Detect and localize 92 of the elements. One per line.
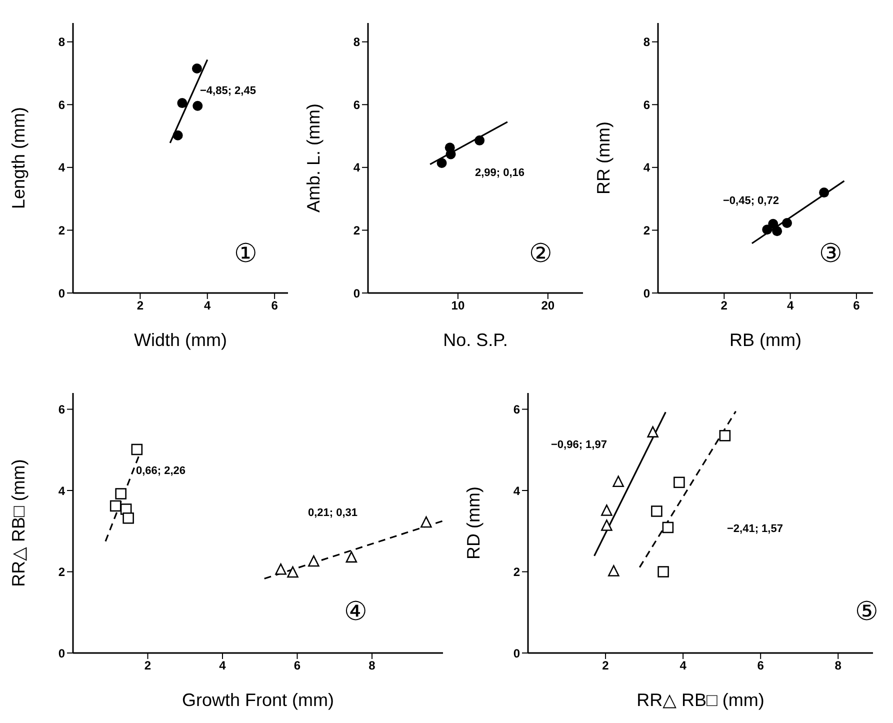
- y-tick-label: 0: [513, 646, 520, 660]
- point: [768, 218, 778, 229]
- annotation: −0,45; 0,72: [723, 195, 779, 207]
- x-axis-title: No. S.P.: [443, 330, 508, 350]
- point: [131, 444, 143, 456]
- point: [719, 430, 731, 442]
- point: [446, 149, 456, 160]
- y-tick-label: 2: [513, 565, 520, 580]
- annotation: 2,99; 0,16: [475, 167, 525, 179]
- point: [658, 566, 669, 578]
- x-tick-label: 6: [853, 298, 860, 313]
- x-axis-title: Growth Front (mm): [182, 690, 334, 710]
- point: [192, 100, 203, 111]
- annotation: 0,66; 2,26: [136, 465, 186, 477]
- x-tick-label: 4: [680, 658, 687, 673]
- y-tick-label: 8: [58, 35, 66, 50]
- y-tick-label: 2: [643, 223, 650, 238]
- x-tick-label: 8: [834, 658, 842, 673]
- y-tick-label: 2: [58, 223, 66, 238]
- y-tick-label: 4: [513, 484, 520, 498]
- point: [674, 476, 685, 488]
- x-tick-label: 4: [786, 298, 794, 313]
- y-axis-title: Amb. L. (mm): [303, 103, 324, 213]
- annotation: ④: [344, 596, 368, 626]
- x-tick-label: 4: [204, 298, 212, 313]
- y-tick-label: 4: [58, 484, 66, 498]
- point: [346, 551, 358, 563]
- y-tick-label: 0: [643, 286, 650, 300]
- point: [647, 426, 658, 438]
- x-tick-label: 2: [136, 298, 144, 313]
- y-tick-label: 0: [353, 286, 360, 300]
- y-tick-label: 6: [58, 402, 66, 417]
- annotation: −0,96; 1,97: [551, 439, 607, 451]
- annotation: −4,85; 2,45: [200, 85, 256, 97]
- y-tick-label: 2: [353, 223, 360, 238]
- x-tick-label: 10: [451, 298, 465, 313]
- y-axis-title: RR (mm): [593, 122, 614, 194]
- y-tick-label: 4: [58, 160, 66, 175]
- y-tick-label: 6: [353, 98, 360, 112]
- point: [420, 516, 432, 528]
- y-tick-label: 6: [58, 98, 66, 112]
- point: [651, 506, 662, 517]
- point: [662, 522, 674, 534]
- point: [762, 224, 772, 235]
- y-tick-label: 2: [58, 565, 66, 580]
- x-tick-label: 6: [757, 658, 764, 673]
- point: [819, 188, 830, 198]
- annotation: ②: [529, 238, 552, 268]
- point: [772, 226, 782, 236]
- y-tick-label: 8: [353, 35, 360, 50]
- x-tick-label: 2: [144, 658, 152, 673]
- point: [115, 488, 126, 500]
- annotation: −2,41; 1,57: [727, 523, 783, 535]
- point: [436, 158, 447, 168]
- point: [275, 563, 286, 575]
- x-tick-label: 2: [602, 658, 610, 673]
- point: [110, 500, 122, 512]
- point: [608, 565, 620, 576]
- x-tick-label: 4: [219, 658, 226, 673]
- y-tick-label: 0: [58, 646, 66, 660]
- annotation: ①: [234, 238, 258, 268]
- point: [172, 130, 183, 140]
- annotation: ⑤: [855, 596, 878, 626]
- x-tick-label: 20: [541, 298, 555, 313]
- annotation: 0,21; 0,31: [308, 507, 358, 519]
- x-tick-label: 6: [271, 298, 278, 313]
- y-axis-title: RR△ RB□ (mm): [8, 459, 28, 587]
- point: [612, 476, 624, 488]
- x-axis-title: RB (mm): [730, 330, 802, 350]
- x-tick-label: 2: [720, 298, 728, 313]
- point: [601, 504, 612, 516]
- y-axis-title: Length (mm): [8, 106, 28, 210]
- x-axis-title: RR△ RB□ (mm): [636, 690, 764, 710]
- y-tick-label: 8: [643, 35, 650, 50]
- x-tick-label: 8: [368, 658, 376, 673]
- point: [177, 98, 188, 108]
- y-tick-label: 6: [643, 98, 650, 112]
- point: [601, 520, 612, 531]
- y-tick-label: 4: [353, 160, 360, 175]
- point: [474, 135, 485, 146]
- point: [122, 512, 134, 524]
- y-tick-label: 0: [58, 286, 66, 300]
- point: [287, 566, 298, 578]
- annotation: ③: [819, 238, 842, 268]
- y-axis-title: RD (mm): [463, 486, 484, 560]
- x-axis-title: Width (mm): [134, 330, 227, 350]
- x-tick-label: 6: [294, 658, 301, 673]
- y-tick-label: 6: [513, 402, 520, 417]
- point: [192, 64, 202, 74]
- point: [782, 218, 792, 228]
- y-tick-label: 4: [643, 160, 650, 175]
- point: [308, 555, 320, 567]
